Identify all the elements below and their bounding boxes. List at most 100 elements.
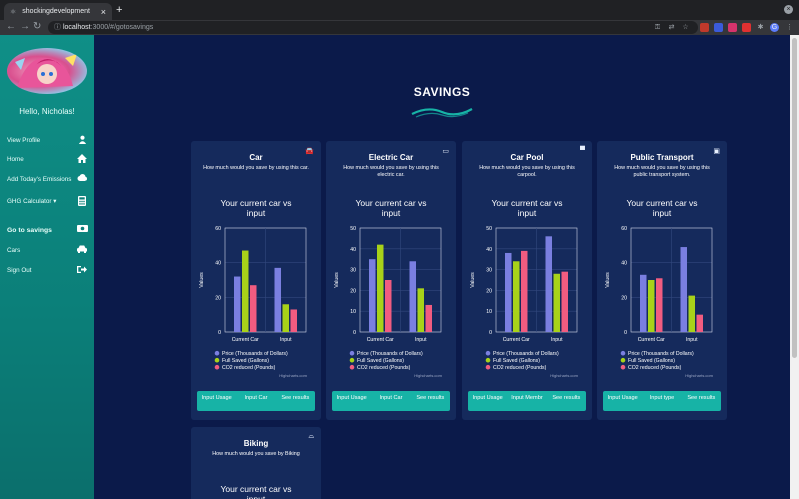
bar (250, 285, 257, 332)
y-tick-label: 0 (489, 330, 492, 336)
input-membr-button[interactable]: Input Membr (511, 394, 543, 401)
legend-marker (485, 357, 491, 363)
sidebar-item-add-emissions[interactable]: Add Today's Emissions (7, 170, 87, 188)
bar (696, 314, 703, 332)
legend-marker (485, 364, 491, 370)
main-content: SAVINGS Car How much would you save by us… (94, 35, 790, 499)
reload-icon[interactable]: ↻ (33, 21, 42, 32)
sidebar-item-ghg-calculator[interactable]: GHG Calculator ▾ (7, 192, 87, 210)
sidebar-item-label: GHG Calculator ▾ (7, 198, 77, 205)
back-icon[interactable]: ← (6, 21, 16, 32)
forward-icon[interactable]: → (20, 21, 30, 32)
key-icon[interactable]: ⚿ (654, 24, 661, 31)
input-usage-button[interactable]: Input Usage (607, 394, 638, 401)
legend-marker (349, 350, 355, 356)
profile-avatar-icon[interactable]: G (770, 23, 779, 32)
chart-title: Your current car vs (491, 198, 562, 208)
menu-dots-icon[interactable]: ⋮ (786, 24, 793, 31)
chart-title: input (518, 208, 537, 218)
card-action-bar: Input Usage Input Membr See results (468, 391, 586, 411)
y-tick-label: 20 (486, 288, 492, 294)
card-title: Electric Car (368, 153, 414, 162)
address-bar[interactable]: ⓘ localhost:3000/#/gotosavings (48, 21, 698, 34)
x-tick-label: Current Car (503, 337, 530, 343)
input-type-button[interactable]: Input type (649, 394, 675, 401)
extension-icon[interactable] (714, 23, 723, 32)
browser-tab[interactable]: ⚛ shockingdevelopment × (4, 3, 112, 20)
cloud-icon (77, 174, 87, 184)
url-host: localhost (62, 24, 91, 31)
y-tick-label: 50 (350, 226, 356, 232)
url-path: :3000/#/gotosavings (90, 24, 154, 31)
sidebar-item-go-to-savings[interactable]: Go to savings (7, 221, 88, 239)
see-results-button[interactable]: See results (687, 394, 716, 401)
browser-tab-strip: ⚛ shockingdevelopment × + × (0, 0, 799, 20)
see-results-button[interactable]: See results (281, 394, 310, 401)
y-axis-label: Values (199, 272, 205, 288)
money-icon (77, 225, 88, 235)
legend-marker (349, 364, 355, 370)
legend-item: Full Saved (Gallons) (628, 358, 675, 364)
bar (656, 278, 663, 332)
y-tick-label: 60 (621, 226, 627, 232)
bar (282, 304, 289, 332)
title-wave-decoration (411, 108, 473, 118)
card-action-bar: Input Usage Input Car See results (332, 391, 450, 411)
bar (521, 250, 528, 332)
legend-item: Full Saved (Gallons) (222, 358, 269, 364)
truck-icon: ▀ (580, 147, 585, 154)
extension-icon[interactable] (742, 23, 751, 32)
translate-icon[interactable]: ⇄ (668, 24, 675, 31)
bar (377, 244, 384, 332)
y-axis-label: Values (470, 272, 476, 288)
sidebar-item-cars[interactable]: Cars (7, 241, 87, 259)
legend-marker (349, 357, 355, 363)
see-results-button[interactable]: See results (552, 394, 581, 401)
y-tick-label: 50 (486, 226, 492, 232)
extension-icon[interactable] (700, 23, 709, 32)
sidebar-item-sign-out[interactable]: Sign Out (7, 261, 87, 279)
chart-credit: Highcharts.com (414, 373, 442, 378)
y-tick-label: 30 (350, 268, 356, 274)
input-car-button[interactable]: Input Car (244, 394, 268, 401)
see-results-button[interactable]: See results (416, 394, 445, 401)
close-tab-icon[interactable]: × (100, 6, 106, 17)
chart-title: Your current car vs (626, 198, 697, 208)
x-tick-label: Input (551, 337, 563, 343)
input-usage-button[interactable]: Input Usage (336, 394, 367, 401)
new-tab-button[interactable]: + (116, 4, 123, 16)
sidebar-item-label: Home (7, 155, 24, 163)
y-tick-label: 0 (624, 330, 627, 336)
card-title: Public Transport (630, 153, 694, 162)
card-title: Car (249, 153, 263, 162)
bar (680, 247, 687, 332)
input-car-button[interactable]: Input Car (379, 394, 403, 401)
window-close-button[interactable]: × (784, 5, 793, 14)
puzzle-icon[interactable]: ✱ (757, 24, 764, 31)
sidebar-item-home[interactable]: Home (7, 150, 87, 168)
sidebar-item-label: Cars (7, 246, 21, 254)
extension-icon[interactable] (728, 23, 737, 32)
input-usage-button[interactable]: Input Usage (472, 394, 503, 401)
bar (688, 295, 695, 332)
greeting: Hello, Nicholas! (19, 107, 75, 116)
bar (385, 280, 392, 332)
home-icon (77, 154, 87, 164)
chart-credit: Highcharts.com (550, 373, 578, 378)
scrollbar-thumb[interactable] (792, 38, 797, 358)
y-tick-label: 40 (215, 261, 221, 267)
y-tick-label: 40 (486, 247, 492, 253)
savings-card-biking: Biking How much would you save by Biking ⌓… (191, 427, 321, 499)
sidebar-item-view-profile[interactable]: View Profile (7, 131, 87, 149)
bookmark-star-icon[interactable]: ☆ (682, 24, 689, 31)
input-usage-button[interactable]: Input Usage (201, 394, 232, 401)
sidebar-item-label: Go to savings (7, 226, 52, 234)
page-scrollbar[interactable] (790, 35, 799, 499)
chart-title: input (382, 208, 401, 218)
bar (274, 267, 281, 332)
